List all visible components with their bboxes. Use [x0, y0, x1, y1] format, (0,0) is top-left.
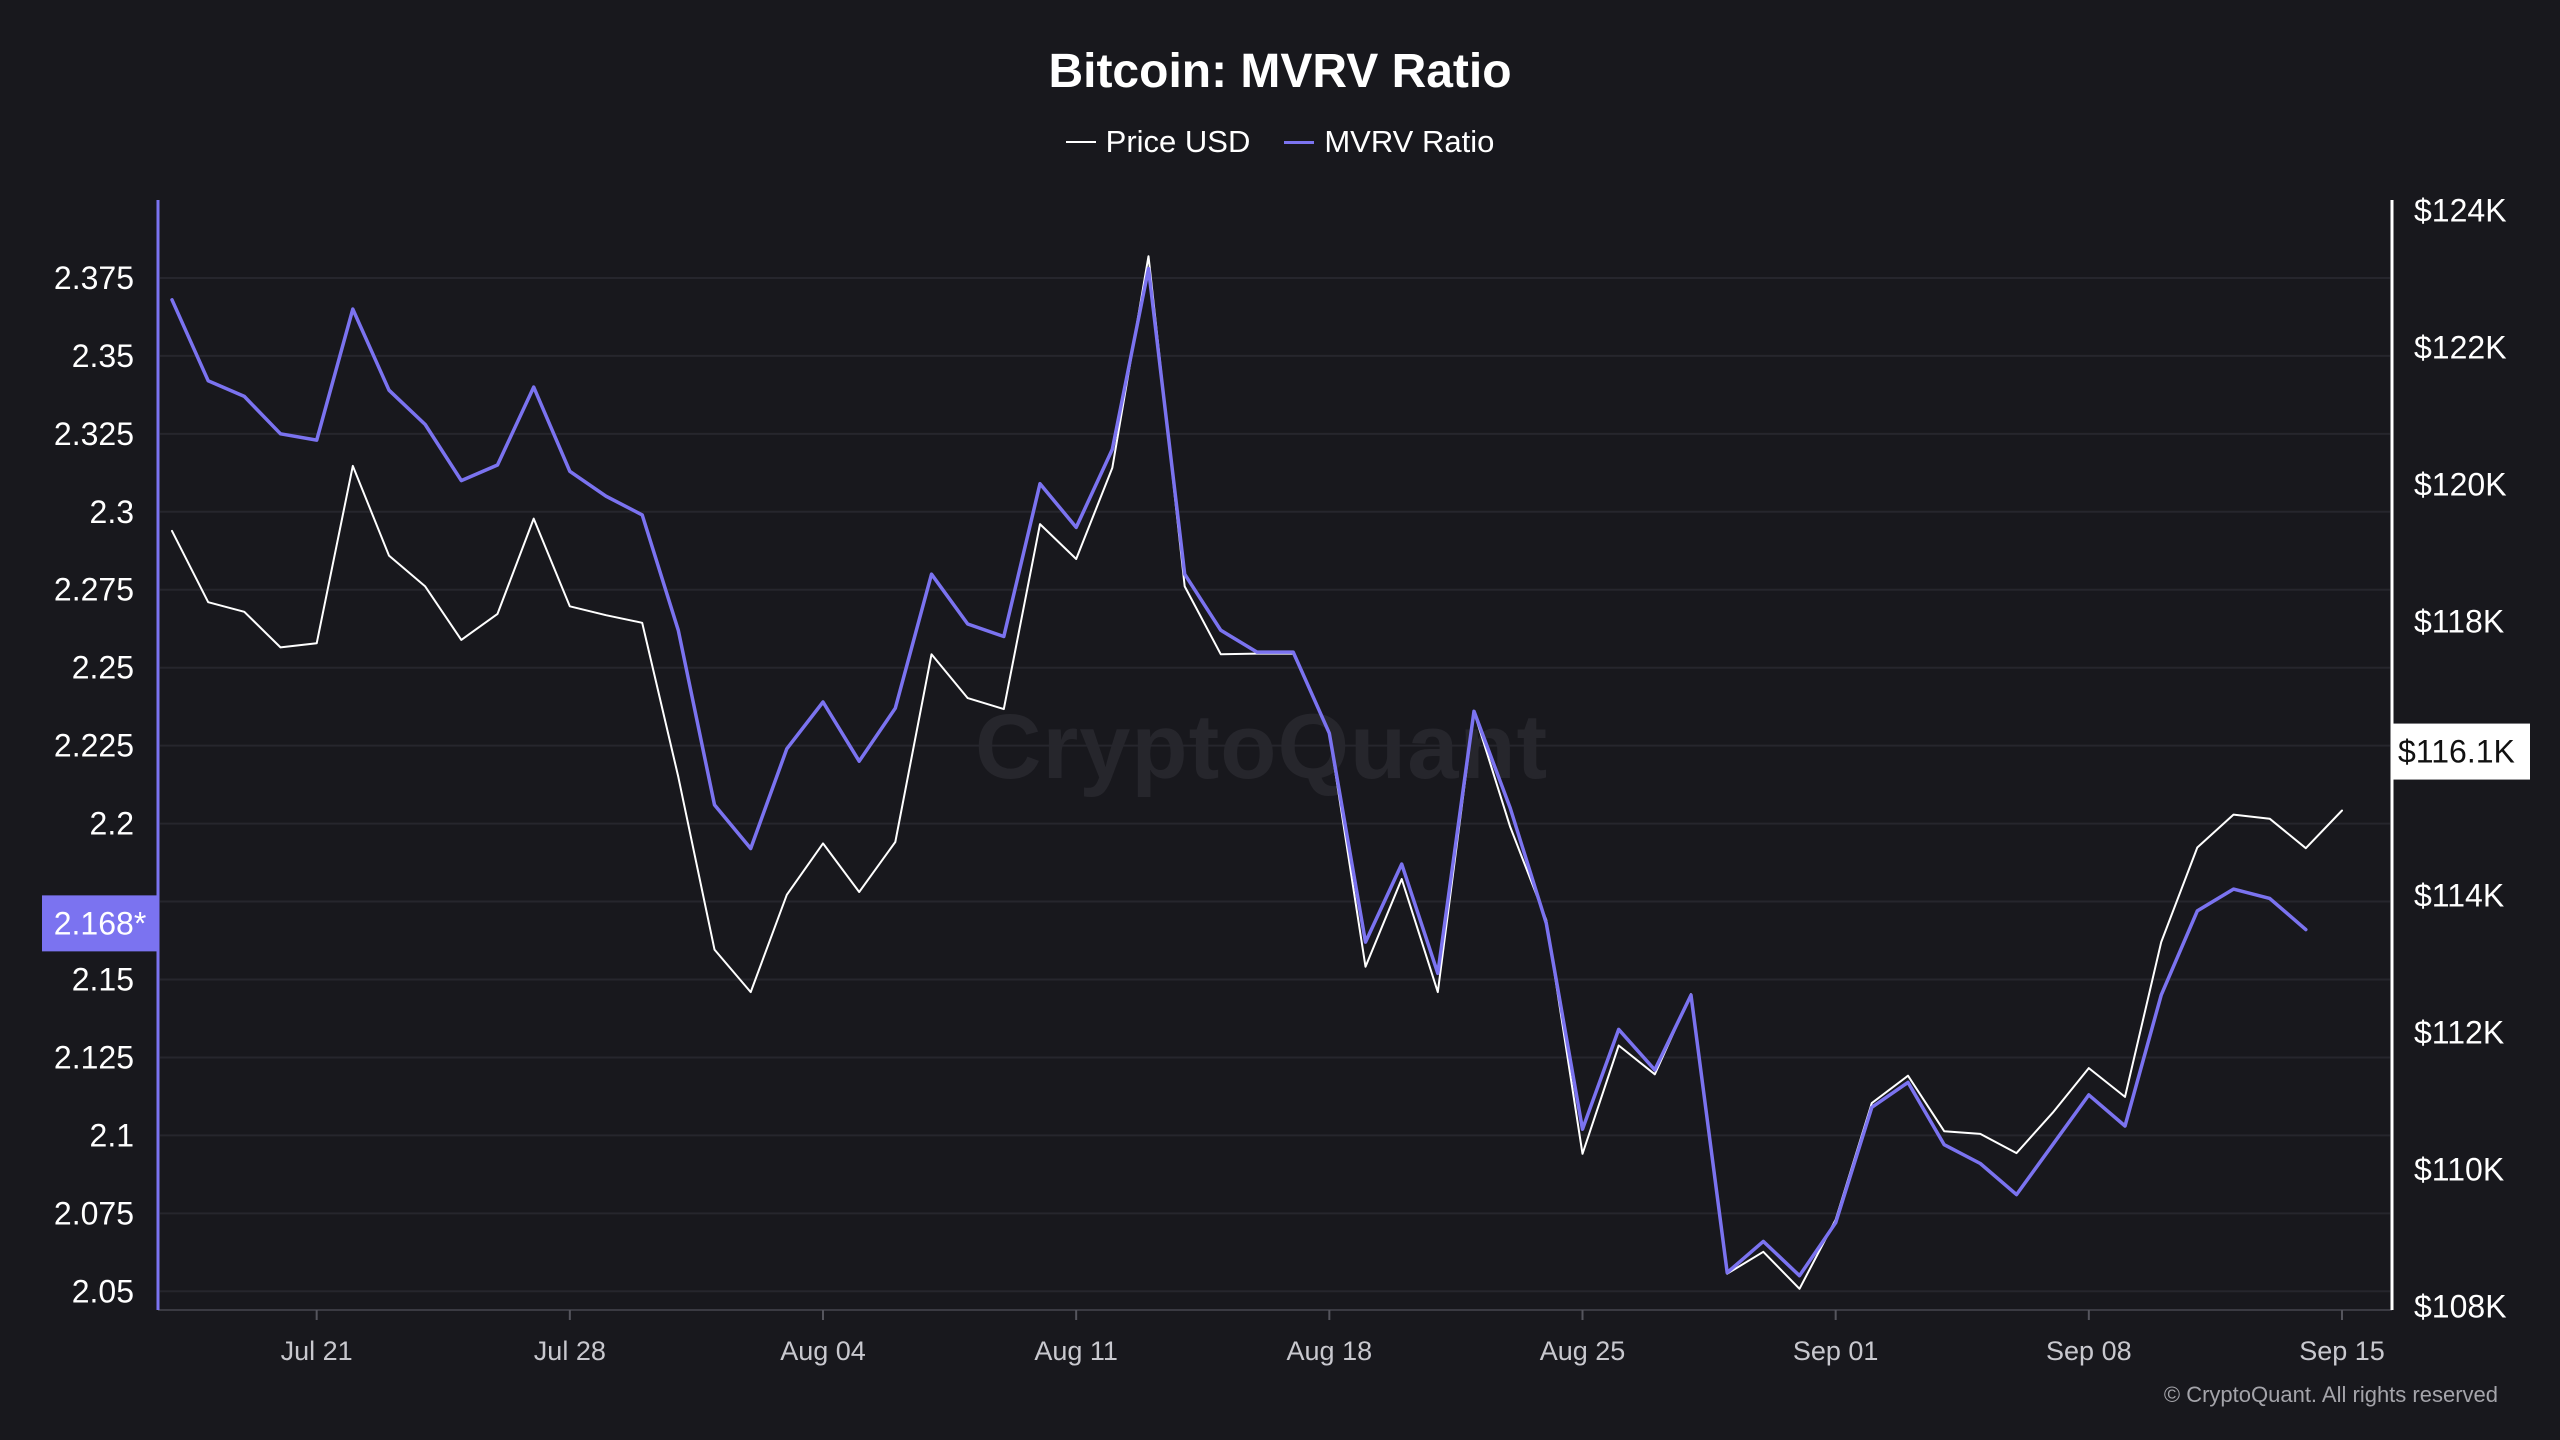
y-right-tick-label: $110K: [2414, 1152, 2504, 1188]
x-tick-label: Sep 08: [2046, 1336, 2132, 1366]
y-right-tick-label: $108K: [2414, 1289, 2507, 1325]
y-left-tick-label: 2.275: [54, 572, 134, 608]
x-tick-label: Sep 01: [1793, 1336, 1879, 1366]
legend-label-mvrv: MVRV Ratio: [1324, 124, 1495, 159]
x-tick-label: Sep 15: [2299, 1336, 2385, 1366]
y-right-tick-label: $114K: [2414, 877, 2504, 913]
y-left-tick-label: 2.15: [72, 961, 134, 997]
legend: Price USD MVRV Ratio: [0, 124, 2560, 160]
y-left-tick-label: 2.35: [72, 338, 134, 374]
x-tick-label: Aug 25: [1540, 1336, 1626, 1366]
x-tick-label: Jul 21: [281, 1336, 353, 1366]
mvrv-current-label: 2.168*: [54, 905, 147, 941]
x-tick-label: Aug 18: [1287, 1336, 1373, 1366]
x-tick-label: Jul 28: [534, 1336, 606, 1366]
legend-swatch-mvrv: [1284, 140, 1315, 144]
y-left-tick-label: 2.2: [90, 806, 134, 842]
x-tick-label: Aug 11: [1034, 1336, 1118, 1366]
price-current-label: $116.1K: [2398, 734, 2515, 770]
y-left-tick-label: 2.05: [72, 1273, 134, 1309]
y-left-tick-label: 2.325: [54, 416, 134, 452]
y-left-tick-label: 2.075: [54, 1195, 134, 1231]
mvrv-current-badge: [42, 895, 158, 952]
y-left-tick-label: 2.375: [54, 260, 134, 296]
mvrv-ratio-series-line: [170, 266, 2308, 1278]
y-right-tick-label: $124K: [2414, 192, 2507, 228]
legend-swatch-price: [1065, 141, 1096, 143]
y-left-tick-label: 2.1: [90, 1117, 134, 1153]
price-current-badge: [2392, 723, 2530, 780]
y-right-tick-label: $120K: [2414, 466, 2507, 502]
chart-title: Bitcoin: MVRV Ratio: [1048, 45, 1512, 98]
legend-label-price: Price USD: [1105, 124, 1251, 159]
legend-item-mvrv[interactable]: MVRV Ratio: [1284, 124, 1494, 160]
y-right-tick-label: $122K: [2414, 329, 2507, 365]
y-left-tick-label: 2.225: [54, 728, 134, 764]
watermark: CryptoQuant: [975, 696, 1549, 798]
y-left-tick-label: 2.125: [54, 1039, 134, 1075]
y-right-tick-label: $118K: [2414, 603, 2504, 639]
price-usd-series-line: [171, 255, 2343, 1290]
copyright-notice: © CryptoQuant. All rights reserved: [2163, 1382, 2498, 1407]
y-right-tick-label: $112K: [2414, 1015, 2504, 1051]
y-left-tick-label: 2.25: [72, 650, 134, 686]
legend-item-price[interactable]: Price USD: [1065, 124, 1251, 160]
y-left-tick-label: 2.3: [90, 494, 134, 530]
x-tick-label: Aug 04: [780, 1336, 866, 1366]
